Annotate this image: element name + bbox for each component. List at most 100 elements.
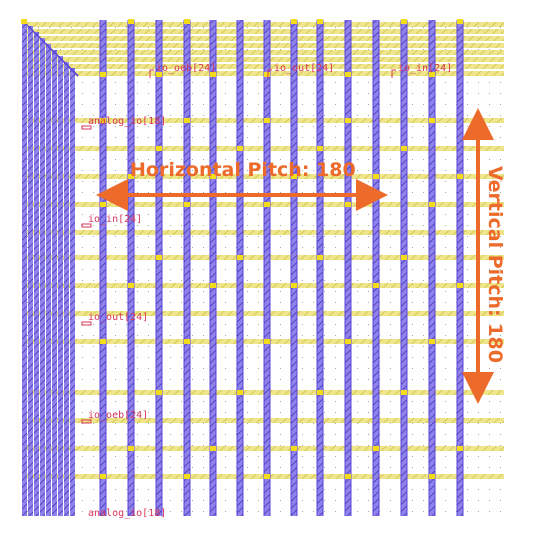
- via: [373, 174, 379, 179]
- via: [184, 118, 190, 123]
- vertical-stripe: [291, 20, 297, 516]
- vertical-stripe: [264, 20, 270, 516]
- power-strap: [46, 44, 51, 516]
- horizontal-stripe: [22, 71, 504, 76]
- via: [457, 283, 463, 288]
- vertical-stripe: [128, 20, 134, 516]
- vertical-stripe: [429, 20, 435, 516]
- via: [429, 339, 435, 344]
- vertical-stripe: [100, 20, 106, 516]
- pin-marker: [81, 321, 92, 326]
- via: [317, 255, 323, 260]
- top-pin-io-in: io_in[24]: [398, 63, 452, 74]
- via: [264, 474, 270, 479]
- side-pin-io-out: io_out[24]: [88, 312, 148, 323]
- horizontal-stripe: [22, 311, 504, 316]
- diagonal-power-straps: [21, 19, 79, 516]
- power-strap-corner: [69, 67, 79, 77]
- horizontal-pitch-label: Horizontal Pitch: 180: [130, 159, 356, 181]
- horizontal-stripe: [22, 64, 504, 69]
- via: [210, 446, 216, 451]
- power-strap: [58, 56, 63, 516]
- via: [429, 118, 435, 123]
- vertical-stripe: [317, 20, 323, 516]
- via-array: [21, 19, 463, 479]
- horizontal-pitch-annotation: Horizontal Pitch: 180: [96, 159, 388, 211]
- via: [291, 283, 297, 288]
- via: [373, 446, 379, 451]
- via: [184, 339, 190, 344]
- via: [457, 446, 463, 451]
- horizontal-stripe: [22, 29, 504, 34]
- via: [156, 72, 162, 77]
- vertical-pitch-label: Vertical Pitch: 180: [484, 166, 506, 363]
- via: [429, 202, 435, 207]
- via: [291, 174, 297, 179]
- horizontal-stripe: [22, 50, 504, 55]
- pin-marker: [391, 69, 396, 78]
- via: [264, 339, 270, 344]
- horizontal-metal-stripes: [22, 22, 504, 479]
- horizontal-stripe: [22, 22, 504, 27]
- via: [100, 474, 106, 479]
- horizontal-stripe: [22, 43, 504, 48]
- horizontal-stripe: [22, 390, 504, 395]
- via: [156, 146, 162, 151]
- vertical-stripe: [237, 20, 243, 516]
- via: [264, 202, 270, 207]
- via: [457, 19, 463, 24]
- via: [184, 19, 190, 24]
- top-pin-io-out: io_out[24]: [274, 63, 334, 74]
- via: [156, 390, 162, 395]
- via: [345, 202, 351, 207]
- via: [128, 446, 134, 451]
- via: [21, 19, 27, 24]
- horizontal-stripe: [22, 118, 504, 123]
- via: [184, 474, 190, 479]
- via: [210, 283, 216, 288]
- pin-marker: [149, 69, 154, 78]
- vertical-stripe: [401, 20, 407, 516]
- via: [237, 146, 243, 151]
- via: [128, 174, 134, 179]
- side-pin-io-oeb: io_oeb[24]: [88, 410, 148, 421]
- horizontal-stripe: [22, 418, 504, 423]
- via: [128, 283, 134, 288]
- via: [317, 146, 323, 151]
- via: [345, 118, 351, 123]
- via: [100, 118, 106, 123]
- horizontal-stripe: [22, 474, 504, 479]
- vertical-stripe: [210, 20, 216, 516]
- horizontal-stripe: [22, 174, 504, 179]
- pin-marker: [81, 125, 92, 130]
- pin-marker: [81, 419, 92, 424]
- via: [457, 174, 463, 179]
- horizontal-stripe: [22, 146, 504, 151]
- vertical-stripe: [457, 20, 463, 516]
- via: [100, 339, 106, 344]
- via: [291, 19, 297, 24]
- via: [237, 390, 243, 395]
- vertical-stripe: [156, 20, 162, 516]
- via: [429, 72, 435, 77]
- vertical-metal-stripes: [99, 20, 464, 516]
- vertical-pitch-annotation: Vertical Pitch: 180: [462, 108, 506, 404]
- horizontal-stripe: [22, 36, 504, 41]
- via: [401, 146, 407, 151]
- top-pin-labels: io_oeb[24] io_out[24] io_in[24]: [149, 63, 452, 78]
- horizontal-stripe: [22, 230, 504, 235]
- side-pin-io-in: io_in[24]: [88, 214, 142, 225]
- via: [210, 174, 216, 179]
- via: [373, 283, 379, 288]
- horizontal-stripe: [22, 283, 504, 288]
- via: [429, 474, 435, 479]
- via: [401, 390, 407, 395]
- horizontal-stripe: [22, 339, 504, 344]
- pin-marker: [267, 69, 272, 78]
- side-pin-analog-io-bottom: analog_io[18]: [88, 508, 166, 519]
- pin-marker: [81, 223, 92, 228]
- power-strap: [70, 68, 75, 516]
- top-pin-io-oeb: io_oeb[24]: [156, 63, 216, 74]
- via: [345, 474, 351, 479]
